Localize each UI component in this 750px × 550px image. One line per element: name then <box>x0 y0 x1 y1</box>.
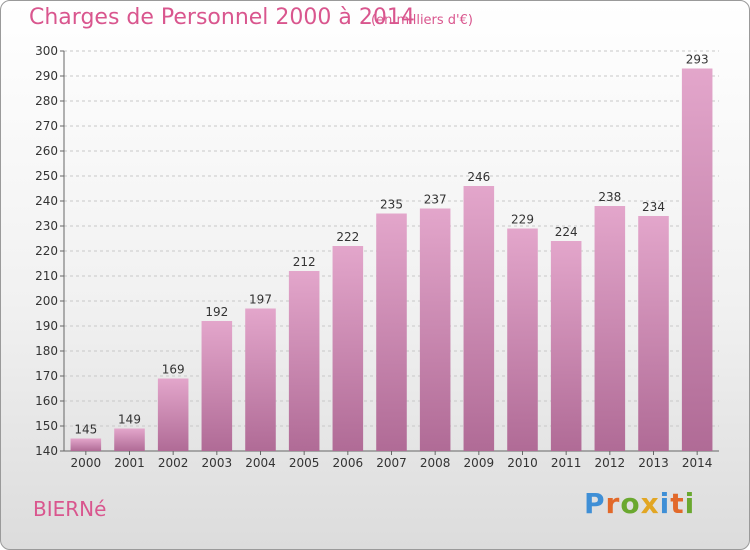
logo-letter: x <box>640 487 660 520</box>
y-tick-label: 230 <box>35 219 58 233</box>
y-tick-label: 300 <box>35 44 58 58</box>
y-tick-label: 140 <box>35 444 58 458</box>
x-tick-label: 2013 <box>638 456 669 470</box>
bar <box>507 228 538 451</box>
x-tick-label: 2011 <box>551 456 582 470</box>
y-tick-label: 270 <box>35 119 58 133</box>
data-label: 192 <box>205 305 228 319</box>
bar <box>376 213 407 451</box>
bar <box>332 246 364 451</box>
chart-title: Charges de Personnel 2000 à 2014 <box>29 5 415 30</box>
y-tick-label: 290 <box>35 69 58 83</box>
logo-letter: P <box>584 487 606 520</box>
commune-name: BIERNé <box>33 497 107 521</box>
bar <box>594 206 626 451</box>
data-label: 197 <box>249 293 272 307</box>
labels: 140 150 160 170 180 190 200 210 220 230 240 250 260 2… <box>35 44 712 470</box>
y-tick-label: 200 <box>35 294 58 308</box>
data-label: 246 <box>467 170 490 184</box>
bar <box>157 378 189 451</box>
x-tick-label: 2002 <box>158 456 189 470</box>
logo-letter: r <box>605 487 621 520</box>
y-tick-label: 240 <box>35 194 58 208</box>
data-label: 169 <box>162 363 185 377</box>
y-tick-label: 220 <box>35 244 58 258</box>
x-tick-label: 2000 <box>71 456 102 470</box>
y-tick-label: 260 <box>35 144 58 158</box>
bar <box>201 321 233 451</box>
chart-subtitle: (en milliers d'€) <box>371 13 473 28</box>
y-tick-label: 160 <box>35 394 58 408</box>
y-tick-label: 190 <box>35 319 58 333</box>
x-tick-label: 2014 <box>682 456 713 470</box>
bar <box>114 428 145 451</box>
bar <box>550 241 582 451</box>
proxiti-logo: Proxiti <box>584 487 695 520</box>
data-label: 145 <box>74 423 97 437</box>
bar-chart: 140 150 160 170 180 190 200 210 220 230 240 250 260 2… <box>35 44 719 470</box>
data-label: 149 <box>118 413 141 427</box>
y-tick-label: 210 <box>35 269 58 283</box>
x-tick-label: 2003 <box>202 456 233 470</box>
x-tick-label: 2005 <box>289 456 320 470</box>
logo-letter: t <box>670 487 685 520</box>
y-tick-label: 170 <box>35 369 58 383</box>
x-tick-label: 2004 <box>245 456 276 470</box>
x-tick-label: 2010 <box>507 456 538 470</box>
bar <box>681 68 713 451</box>
x-tick-label: 2006 <box>333 456 364 470</box>
x-tick-label: 2001 <box>114 456 145 470</box>
data-label: 293 <box>686 53 709 67</box>
data-label: 229 <box>511 213 534 227</box>
logo-letter: o <box>620 487 641 520</box>
x-tick-label: 2009 <box>464 456 495 470</box>
x-tick-label: 2008 <box>420 456 451 470</box>
data-label: 235 <box>380 198 403 212</box>
logo-letter: i <box>684 487 696 520</box>
data-label: 222 <box>336 230 359 244</box>
y-tick-label: 150 <box>35 419 58 433</box>
data-label: 238 <box>598 190 621 204</box>
data-label: 237 <box>424 193 447 207</box>
bar <box>288 271 320 451</box>
bar <box>638 216 669 451</box>
data-label: 224 <box>555 225 578 239</box>
y-tick-label: 280 <box>35 94 58 108</box>
bar <box>463 186 495 451</box>
bar <box>245 308 276 451</box>
data-label: 212 <box>293 255 316 269</box>
x-tick-label: 2012 <box>595 456 626 470</box>
bar <box>70 438 102 451</box>
logo-letter: i <box>659 487 671 520</box>
bar <box>419 208 451 451</box>
y-tick-label: 250 <box>35 169 58 183</box>
x-tick-label: 2007 <box>376 456 407 470</box>
bars <box>70 68 713 451</box>
y-tick-label: 180 <box>35 344 58 358</box>
data-label: 234 <box>642 200 665 214</box>
